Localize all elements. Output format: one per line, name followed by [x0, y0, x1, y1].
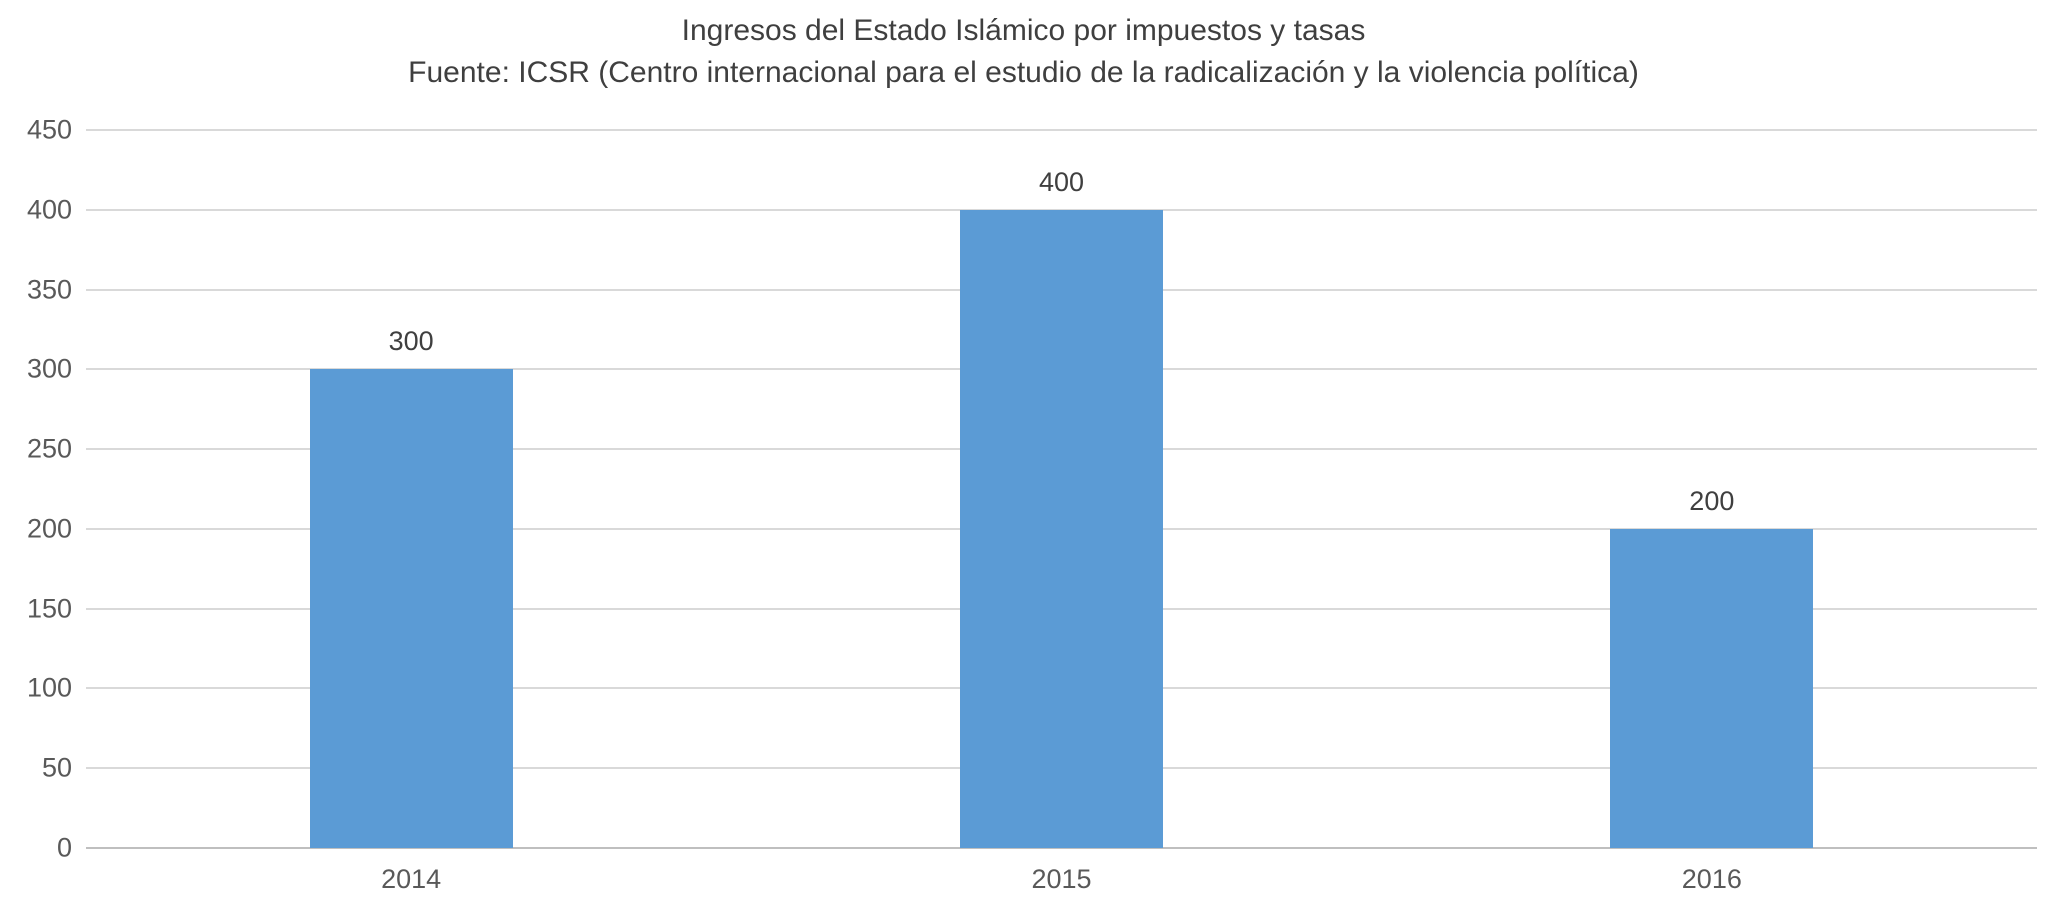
y-tick-label-250: 250 — [26, 433, 72, 464]
gridline-y-0 — [86, 847, 2037, 849]
y-tick-label-0: 0 — [56, 832, 72, 863]
y-tick-label-100: 100 — [26, 672, 72, 703]
bar-2016 — [1610, 528, 1814, 848]
x-tick-label-2014: 2014 — [381, 864, 442, 894]
bar-value-label-2016: 200 — [1689, 485, 1735, 516]
chart-subtitle: Fuente: ICSR (Centro internacional para … — [408, 56, 1639, 89]
y-tick-label-150: 150 — [26, 593, 72, 624]
plot-area: 300 400 200 — [86, 129, 2037, 849]
chart-titles: Ingresos del Estado Islámico por impuest… — [0, 10, 2047, 94]
chart-title: Ingresos del Estado Islámico por impuest… — [681, 14, 1366, 47]
gridline-y-450 — [86, 129, 2037, 131]
y-tick-label-50: 50 — [41, 752, 72, 783]
x-tick-label-2015: 2015 — [1031, 864, 1092, 894]
y-tick-label-350: 350 — [26, 274, 72, 305]
x-axis: 2014 2015 2016 — [86, 848, 2037, 913]
bar-value-label-2014: 300 — [388, 326, 434, 357]
x-tick-label-2016: 2016 — [1681, 864, 1742, 894]
bar-value-label-2015: 400 — [1038, 166, 1085, 197]
bar-2015 — [960, 209, 1163, 848]
bar-2014 — [309, 369, 513, 848]
y-tick-label-450: 450 — [26, 114, 72, 145]
y-tick-label-300: 300 — [26, 353, 72, 384]
y-axis: 0 50 100 150 200 250 300 350 400 450 — [0, 115, 72, 863]
y-tick-label-400: 400 — [26, 194, 72, 225]
y-tick-label-200: 200 — [26, 513, 72, 544]
